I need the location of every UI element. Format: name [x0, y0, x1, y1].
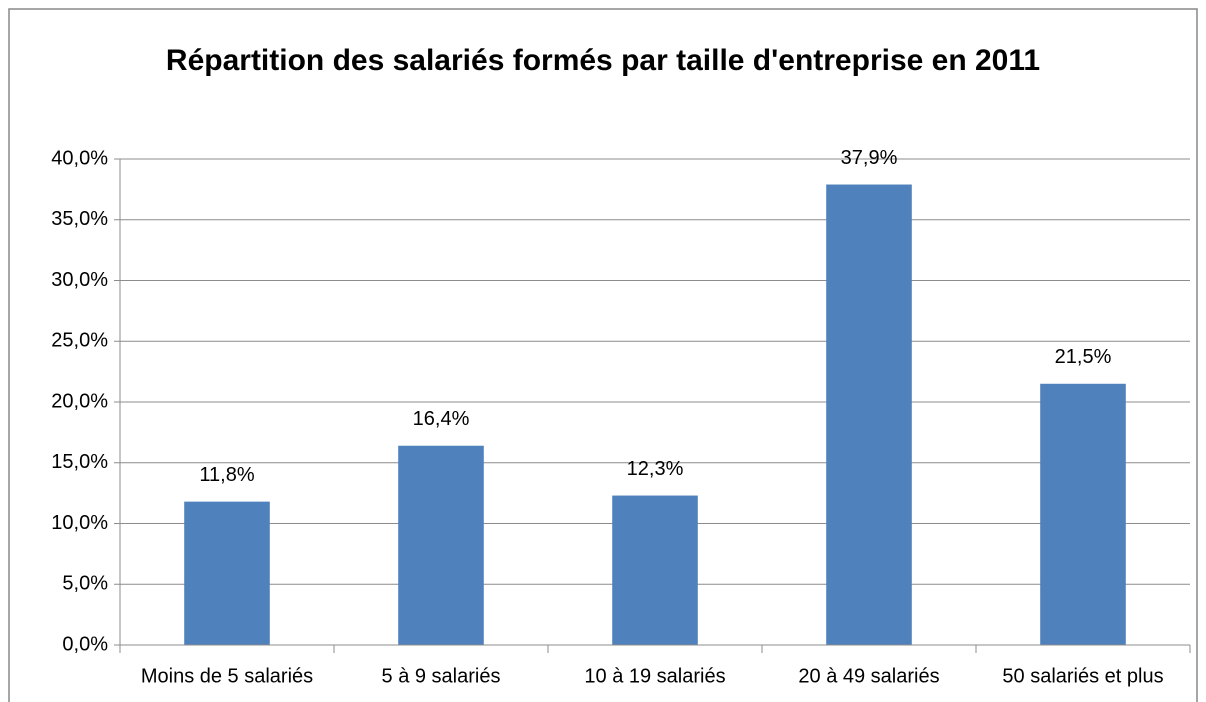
data-label: 21,5% — [1055, 346, 1112, 368]
data-label: 37,9% — [841, 147, 898, 169]
data-label: 11,8% — [199, 464, 254, 486]
y-tick-label: 5,0% — [62, 573, 108, 595]
x-tick-label: 5 à 9 salariés — [382, 665, 501, 687]
x-tick-label: 50 salariés et plus — [1002, 665, 1163, 687]
y-tick-label: 35,0% — [51, 208, 108, 230]
bar — [398, 445, 484, 645]
y-tick-label: 40,0% — [51, 147, 108, 169]
x-tick-label: 20 à 49 salariés — [798, 665, 939, 687]
chart-title: Répartition des salariés formés par tail… — [165, 44, 1041, 77]
bar — [1040, 383, 1126, 645]
y-tick-label: 15,0% — [51, 451, 108, 473]
data-label: 12,3% — [627, 458, 684, 480]
x-tick-label: Moins de 5 salariés — [141, 665, 313, 687]
bar — [826, 184, 912, 645]
y-tick-label: 0,0% — [62, 633, 108, 655]
y-tick-label: 20,0% — [51, 390, 108, 412]
bar — [184, 501, 270, 645]
x-tick-label: 10 à 19 salariés — [584, 665, 725, 687]
y-tick-label: 25,0% — [51, 330, 108, 352]
bar — [612, 495, 698, 645]
y-tick-label: 10,0% — [51, 512, 108, 534]
data-label: 16,4% — [413, 408, 470, 430]
y-tick-label: 30,0% — [51, 269, 108, 291]
chart-border — [8, 8, 1198, 702]
